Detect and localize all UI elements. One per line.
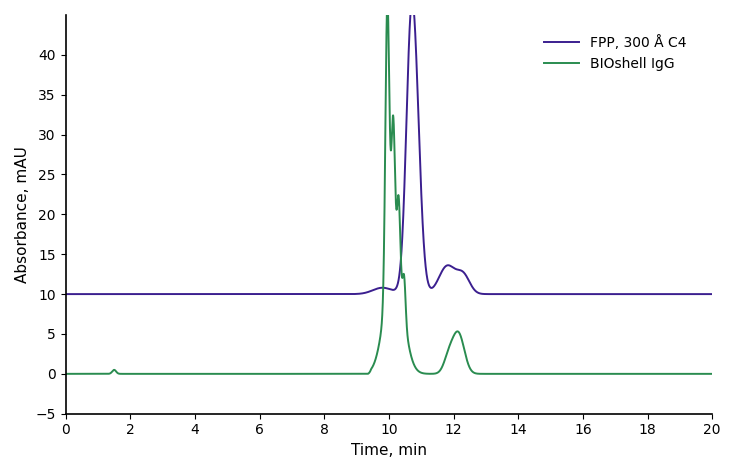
BIOshell IgG (88, 371, 97, 377)
BIOshell IgG (378, 320, 386, 325)
FPP, 300 Å C4 (708, 291, 717, 297)
BIOshell IgG (119, 371, 128, 377)
X-axis label: Time, min: Time, min (351, 443, 427, 458)
BIOshell IgG (61, 371, 70, 377)
Line: FPP, 300 Å C4: FPP, 300 Å C4 (66, 0, 712, 294)
FPP, 300 Å C4 (378, 285, 386, 290)
FPP, 300 Å C4 (100, 291, 109, 297)
BIOshell IgG (383, 0, 392, 2)
Line: BIOshell IgG: BIOshell IgG (66, 0, 712, 374)
BIOshell IgG (708, 371, 717, 377)
Y-axis label: Absorbance, mAU: Absorbance, mAU (15, 146, 30, 283)
FPP, 300 Å C4 (88, 291, 97, 297)
FPP, 300 Å C4 (188, 291, 197, 297)
BIOshell IgG (64, 371, 73, 377)
FPP, 300 Å C4 (408, 0, 417, 3)
BIOshell IgG (673, 371, 682, 377)
FPP, 300 Å C4 (64, 291, 73, 297)
FPP, 300 Å C4 (673, 291, 682, 297)
BIOshell IgG (100, 371, 109, 377)
BIOshell IgG (188, 371, 197, 377)
FPP, 300 Å C4 (61, 291, 70, 297)
Legend: FPP, 300 Å C4, BIOshell IgG: FPP, 300 Å C4, BIOshell IgG (539, 30, 693, 77)
